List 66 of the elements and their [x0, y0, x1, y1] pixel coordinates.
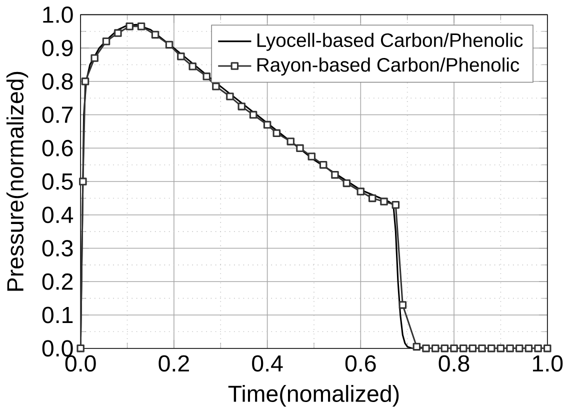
y-axis-title: Pressure(normalized) [6, 72, 28, 291]
point [212, 82, 220, 90]
point [398, 301, 407, 309]
point [296, 144, 304, 152]
x-tick-label: 0.8 [438, 355, 470, 372]
point [79, 178, 87, 186]
point [412, 342, 421, 351]
point [342, 179, 351, 188]
x-tick-label: 1.0 [532, 355, 563, 372]
x-axis-title: Time(nomalized) [228, 384, 399, 407]
point [226, 92, 234, 100]
point [151, 30, 160, 39]
y-tick-label: 0.2 [42, 273, 73, 290]
point [308, 152, 316, 160]
point [496, 344, 505, 352]
legend-label: Lyocell-based Carbon/Phenolic [257, 32, 523, 51]
y-tick-label: 1.0 [43, 6, 73, 23]
point [90, 54, 98, 62]
point [368, 194, 376, 202]
point [286, 138, 295, 146]
legend-label: Rayon-based Carbon/Phenolic [257, 57, 520, 76]
x-tick-label: 0.2 [158, 355, 189, 372]
x-tick-label: 0.0 [65, 355, 96, 372]
x-tick-label: 0.6 [345, 355, 376, 372]
point [487, 344, 496, 352]
point [249, 110, 258, 119]
point [534, 344, 542, 352]
point [431, 344, 440, 352]
x-tick-label: 0.4 [252, 355, 283, 372]
point [468, 344, 477, 352]
y-tick-label: 0.7 [42, 106, 73, 123]
point [188, 62, 196, 70]
point [263, 120, 272, 129]
point [76, 344, 84, 352]
point [165, 40, 174, 49]
y-tick-label: 0.8 [42, 73, 73, 90]
point [126, 22, 134, 30]
point [81, 78, 90, 86]
y-tick-label: 0.0 [42, 340, 73, 357]
point [515, 344, 524, 352]
point [478, 344, 486, 352]
point [440, 344, 449, 352]
y-tick-label: 0.9 [42, 40, 73, 56]
point [137, 22, 146, 30]
point [331, 170, 339, 179]
y-tick-label: 0.3 [42, 240, 73, 256]
point [380, 198, 388, 206]
point [272, 129, 281, 137]
point [450, 344, 458, 352]
point [114, 29, 122, 37]
y-tick-label: 0.1 [42, 306, 73, 324]
point [102, 37, 110, 46]
point [422, 344, 430, 352]
point [459, 344, 468, 352]
point [177, 52, 185, 60]
point [544, 344, 552, 352]
point [524, 344, 533, 352]
y-tick-label: 0.4 [42, 206, 74, 224]
point [392, 200, 400, 209]
point [238, 102, 246, 110]
y-tick-label: 0.6 [42, 140, 73, 156]
point [202, 72, 210, 80]
point [506, 344, 514, 352]
point [356, 188, 365, 196]
point [319, 160, 328, 169]
y-tick-label: 0.5 [42, 173, 73, 190]
